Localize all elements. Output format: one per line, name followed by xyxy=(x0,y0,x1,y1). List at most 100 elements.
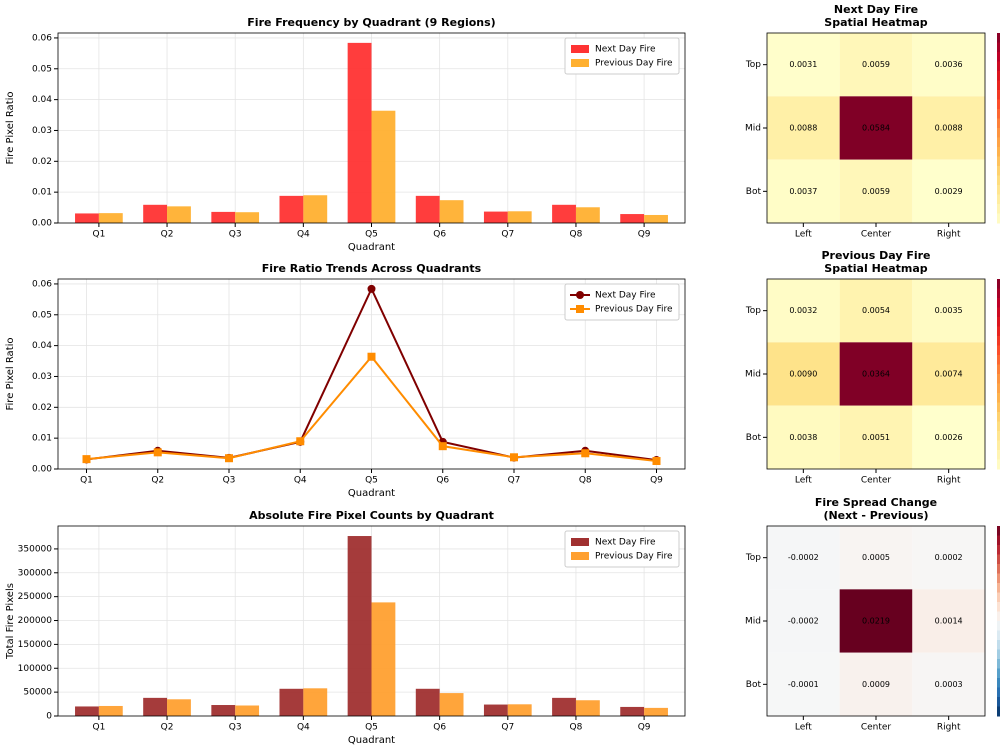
legend-swatch xyxy=(571,552,589,560)
colorbar xyxy=(997,640,1000,650)
heatmap-cell xyxy=(839,342,913,406)
colorbar xyxy=(997,630,1000,641)
cell-label: 0.0037 xyxy=(789,187,817,196)
column-label: Right xyxy=(937,723,961,733)
heatmap-cell xyxy=(839,279,913,343)
bar xyxy=(507,704,532,716)
marker xyxy=(652,456,661,465)
y-tick-label: 0.01 xyxy=(32,188,52,198)
colorbar xyxy=(997,535,1000,546)
heatmap-cell xyxy=(839,405,913,469)
heatmap-cell xyxy=(839,33,913,97)
y-tick-label: 0.00 xyxy=(32,465,52,475)
x-tick-label: Q8 xyxy=(570,230,583,240)
column-label: Left xyxy=(795,230,812,240)
x-tick-label: Q3 xyxy=(223,476,236,486)
heatmap-cell xyxy=(767,589,840,653)
bar xyxy=(143,204,168,223)
colorbar xyxy=(997,99,1000,110)
cell-label: 0.0219 xyxy=(862,617,890,626)
colorbar xyxy=(997,374,1000,384)
marker xyxy=(82,455,91,464)
column-label: Left xyxy=(795,476,812,486)
y-tick-label: 0.02 xyxy=(32,157,52,167)
bar xyxy=(507,211,532,223)
cell-label: -0.0001 xyxy=(788,680,819,689)
colorbar xyxy=(997,156,1000,167)
axes-frame xyxy=(766,525,986,717)
y-tick-label: 0.04 xyxy=(32,341,52,351)
colorbar xyxy=(997,687,1000,698)
colorbar xyxy=(997,317,1000,327)
bar xyxy=(415,195,440,223)
colorbar xyxy=(997,204,1000,214)
row-label: Top xyxy=(745,60,761,70)
colorbar xyxy=(997,80,1000,91)
chart-title: Previous Day Fire xyxy=(821,249,930,262)
y-tick-label: 0.01 xyxy=(32,434,52,444)
heatmap-cell xyxy=(767,342,840,406)
row-label: Mid xyxy=(745,617,761,627)
x-tick-label: Q6 xyxy=(436,476,449,486)
colorbar xyxy=(997,213,1000,224)
bar xyxy=(279,195,304,223)
row-label: Top xyxy=(745,306,761,316)
y-tick-label: 350000 xyxy=(18,544,53,554)
row-label: Mid xyxy=(745,370,761,380)
colorbar xyxy=(997,185,1000,195)
x-tick-label: Q2 xyxy=(161,723,174,733)
heatmap-cell xyxy=(912,342,985,406)
row-label: Bot xyxy=(746,680,762,690)
y-tick-label: 0.02 xyxy=(32,403,52,413)
heatmap-cell xyxy=(767,33,840,97)
colorbar xyxy=(997,554,1000,565)
x-tick-label: Q2 xyxy=(151,476,164,486)
cell-label: 0.0364 xyxy=(862,370,890,379)
colorbar xyxy=(997,583,1000,593)
cell-label: 0.0035 xyxy=(935,306,963,315)
marker xyxy=(225,454,233,463)
colorbar xyxy=(997,364,1000,375)
colorbar xyxy=(997,345,1000,356)
legend-marker xyxy=(576,291,584,299)
x-tick-label: Q7 xyxy=(501,230,514,240)
x-axis-label: Quadrant xyxy=(348,242,395,253)
y-tick-label: 0.04 xyxy=(32,95,52,105)
cell-label: 0.0005 xyxy=(862,553,890,562)
colorbar xyxy=(997,649,1000,660)
x-axis-label: Quadrant xyxy=(348,488,395,499)
row-label: Top xyxy=(745,553,761,563)
marker xyxy=(438,442,447,451)
colorbar xyxy=(997,166,1000,176)
row-label: Bot xyxy=(746,187,762,197)
colorbar xyxy=(997,611,1000,622)
legend-label: Next Day Fire xyxy=(595,291,656,301)
colorbar xyxy=(997,402,1000,413)
y-tick-label: 0.03 xyxy=(32,372,52,382)
colorbar xyxy=(997,118,1000,129)
colorbar xyxy=(997,602,1000,612)
x-tick-label: Q6 xyxy=(433,230,446,240)
colorbar xyxy=(997,592,1000,603)
cell-label: 0.0002 xyxy=(935,553,963,562)
cell-label: 0.0088 xyxy=(935,124,963,133)
colorbar xyxy=(997,621,1000,631)
bar xyxy=(303,688,328,716)
x-tick-label: Q9 xyxy=(638,723,651,733)
y-tick-label: 0.06 xyxy=(32,33,52,43)
axes-frame xyxy=(57,278,686,470)
marker xyxy=(153,448,162,457)
cell-label: 0.0029 xyxy=(935,187,963,196)
y-tick-label: 0.03 xyxy=(32,126,52,136)
colorbar xyxy=(997,194,1000,205)
colorbar xyxy=(997,307,1000,318)
x-tick-label: Q1 xyxy=(80,476,93,486)
bar xyxy=(235,212,260,223)
y-tick-label: 150000 xyxy=(18,640,53,650)
legend-marker xyxy=(576,305,584,313)
chart-subtitle: Spatial Heatmap xyxy=(824,16,928,29)
bar xyxy=(439,693,464,716)
x-axis-label: Quadrant xyxy=(348,735,395,746)
heatmap-cell xyxy=(767,526,840,590)
colorbar xyxy=(997,659,1000,669)
